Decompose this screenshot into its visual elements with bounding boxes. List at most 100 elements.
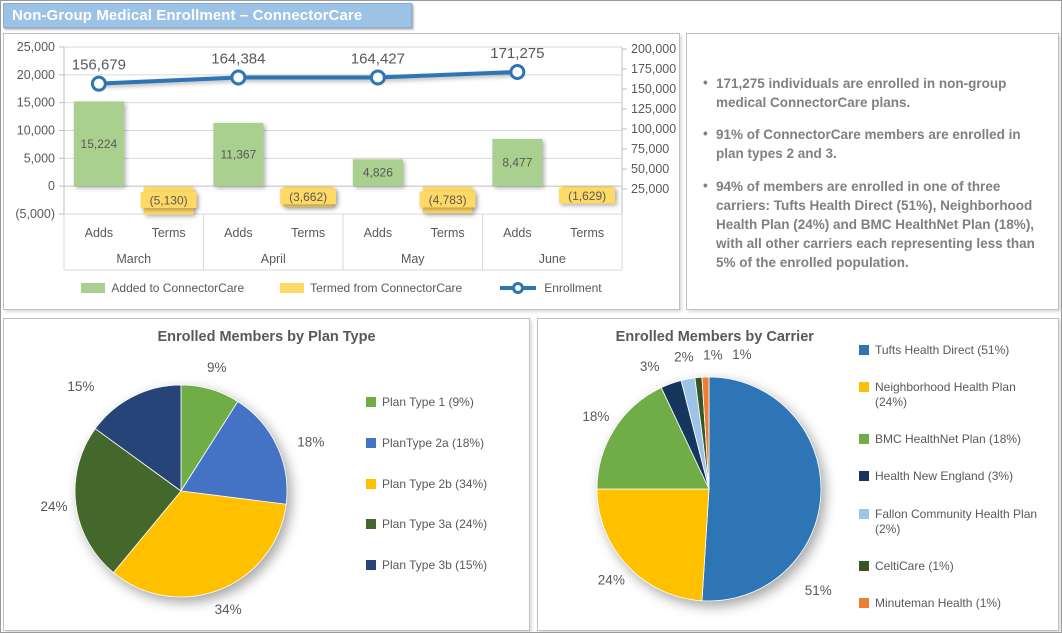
legend-swatch: [366, 560, 376, 570]
terms-label-box: [140, 192, 197, 209]
legend-item: Fallon Community Health Plan (2%): [859, 507, 1051, 537]
summary-panel: 171,275 individuals are enrolled in non-…: [686, 33, 1059, 310]
legend-label: Plan Type 1 (9%): [382, 395, 474, 409]
legend-item: Health New England (3%): [859, 469, 1051, 484]
terms-bar-label: (4,783): [429, 193, 467, 207]
secondary-axis-tick-label: 150,000: [631, 82, 676, 96]
summary-bullet: 91% of ConnectorCare members are enrolle…: [701, 124, 1044, 163]
secondary-axis-tick-label: 200,000: [631, 42, 676, 56]
legend-item: BMC HealthNet Plan (18%): [859, 432, 1051, 447]
enrollment-line: [98, 69, 518, 86]
legend-swatch: [366, 478, 376, 489]
carrier-chart-title: Enrolled Members by Carrier: [615, 329, 814, 345]
pie-percent-label: 24%: [598, 573, 625, 588]
legend-swatch: [859, 471, 869, 482]
legend-label: CeltiCare (1%): [875, 558, 954, 573]
pie-slice: [94, 384, 182, 492]
pie-slice: [701, 376, 710, 490]
subcategory-label: Terms: [152, 226, 186, 240]
legend-swatch: [81, 283, 106, 293]
pie-percent-label: 15%: [67, 379, 94, 394]
enrollment-data-label: 171,275: [490, 45, 544, 62]
month-label: March: [116, 252, 151, 266]
primary-axis-tick-label: 10,000: [17, 124, 55, 138]
legend-label: Plan Type 3a (24%): [382, 517, 488, 532]
legend-swatch: [366, 397, 376, 407]
terms-bar-label: (3,662): [289, 190, 327, 204]
enrollment-marker: [509, 63, 526, 80]
carrier_pie-svg: 51% 24% 18% 3% 2% 1% 1%: [582, 347, 832, 602]
legend-item: Plan Type 3a (24%): [366, 517, 521, 532]
pie-percent-label: 3%: [640, 359, 660, 374]
legend-item: Tufts Health Direct (51%): [859, 343, 1051, 358]
adds-bar-june: [492, 138, 543, 187]
legend-line-marker: [500, 282, 537, 294]
plan-type-chart-title: Enrolled Members by Plan Type: [157, 329, 376, 345]
terms-label-box: [419, 191, 476, 208]
plan_type_pie-svg: 9% 18% 34% 24% 15%: [40, 360, 324, 617]
legend-label: Fallon Community Health Plan (2%): [875, 506, 1038, 536]
adds-bar-may: [352, 159, 403, 187]
enrollment-data-label: 164,384: [211, 50, 265, 67]
legend-item: Plan Type 3b (15%): [366, 558, 521, 573]
subcategory-label: Adds: [503, 226, 532, 240]
legend-label: PlanType 2a (18%): [382, 435, 485, 450]
legend-item: Plan Type 1 (9%): [366, 395, 521, 410]
adds-bar-march: [73, 101, 124, 187]
plan-type-legend: Plan Type 1 (9%) PlanType 2a (18%) Plan Ty…: [366, 395, 521, 573]
legend-swatch: [859, 382, 869, 393]
legend-label: Minuteman Health (1%): [875, 595, 1002, 610]
legend-swatch: [859, 434, 869, 445]
legend-label: Health New England (3%): [875, 469, 1014, 484]
legend-item: Neighborhood Health Plan (24%): [859, 380, 1051, 410]
summary-bullet-list: 171,275 individuals are enrolled in non-…: [687, 34, 1058, 272]
adds-bar-label: 4,826: [363, 166, 393, 180]
legend-swatch: [366, 519, 376, 530]
primary-axis-tick-label: 25,000: [17, 40, 55, 54]
adds-bar-label: 15,224: [81, 137, 118, 151]
legend-label: Enrollment: [544, 281, 602, 295]
pie-percent-label: 18%: [582, 409, 609, 424]
enrollment-combo-svg: 25,000 20,000 15,000 10,000 5,000 0 (5,000) 200…: [15, 40, 676, 271]
primary-axis-tick-label: (5,000): [15, 207, 55, 221]
legend-label: Neighborhood Health Plan (24%): [875, 380, 1016, 410]
pie-percent-label: 18%: [297, 435, 324, 450]
pie-slice: [180, 400, 288, 505]
summary-bullet: 171,275 individuals are enrolled in non-…: [701, 73, 1044, 112]
enrollment-marker: [369, 69, 386, 86]
secondary-axis-tick-label: 100,000: [631, 122, 676, 136]
enrollment-data-label: 156,679: [72, 57, 126, 74]
terms-label-box: [559, 187, 616, 204]
pie-slices: [74, 384, 288, 598]
month-label: June: [539, 252, 566, 266]
page-title: Non-Group Medical Enrollment – Connector…: [3, 3, 412, 28]
month-label: April: [261, 252, 286, 266]
enrollment-marker: [230, 69, 247, 86]
pie-slice: [596, 387, 710, 490]
summary-bullet: 94% of members are enrolled in one of th…: [701, 176, 1044, 273]
subcategory-label: Adds: [85, 226, 114, 240]
enrollment-chart-panel: 25,000 20,000 15,000 10,000 5,000 0 (5,000) 200…: [3, 33, 680, 310]
legend-swatch: [280, 283, 305, 293]
primary-axis-tick-label: 20,000: [17, 68, 55, 82]
carrier-legend: Tufts Health Direct (51%) Neighborhood He…: [859, 343, 1051, 611]
subcategory-label: Terms: [570, 226, 604, 240]
subcategory-label: Adds: [364, 226, 393, 240]
legend-label: Tufts Health Direct (51%): [875, 343, 1010, 357]
subcategory-label: Terms: [431, 226, 465, 240]
legend-item: Added to ConnectorCare: [81, 281, 244, 295]
pie-slice: [596, 488, 710, 602]
pie-percent-label: 34%: [215, 602, 242, 617]
pie-slice: [112, 490, 287, 598]
pie-percent-label: 1%: [703, 348, 723, 363]
legend-item: CeltiCare (1%): [859, 559, 1051, 574]
legend-swatch: [859, 345, 869, 355]
legend-label: Plan Type 3b (15%): [382, 558, 488, 572]
enrollment-marker: [90, 75, 107, 92]
legend-item: PlanType 2a (18%): [366, 436, 521, 451]
primary-axis-tick-label: 0: [48, 179, 55, 193]
legend-marker: [512, 282, 525, 294]
adds-bar-label: 8,477: [502, 156, 532, 170]
secondary-axis-tick-label: 75,000: [631, 142, 669, 156]
legend-label: BMC HealthNet Plan (18%): [875, 432, 1022, 447]
